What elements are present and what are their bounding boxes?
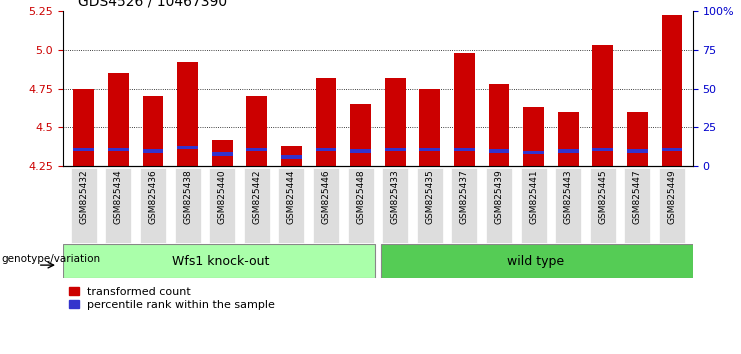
Text: GSM825434: GSM825434 bbox=[114, 170, 123, 224]
Bar bbox=[627, 112, 648, 166]
FancyBboxPatch shape bbox=[521, 168, 547, 243]
Bar bbox=[212, 152, 233, 156]
Bar bbox=[488, 84, 509, 166]
Text: genotype/variation: genotype/variation bbox=[1, 255, 100, 264]
Bar bbox=[523, 107, 544, 166]
Text: GSM825448: GSM825448 bbox=[356, 170, 365, 224]
Text: GSM825435: GSM825435 bbox=[425, 170, 434, 224]
Bar bbox=[212, 140, 233, 166]
Bar bbox=[73, 148, 94, 151]
Text: GSM825443: GSM825443 bbox=[564, 170, 573, 224]
FancyBboxPatch shape bbox=[279, 168, 305, 243]
Text: GDS4526 / 10467390: GDS4526 / 10467390 bbox=[78, 0, 227, 9]
Legend: transformed count, percentile rank within the sample: transformed count, percentile rank withi… bbox=[68, 287, 276, 310]
FancyBboxPatch shape bbox=[417, 168, 443, 243]
Bar bbox=[523, 151, 544, 154]
Bar bbox=[142, 149, 163, 153]
Text: GSM825442: GSM825442 bbox=[252, 170, 262, 224]
Text: GSM825439: GSM825439 bbox=[494, 170, 504, 224]
Bar bbox=[108, 73, 129, 166]
FancyBboxPatch shape bbox=[625, 168, 651, 243]
Text: GSM825447: GSM825447 bbox=[633, 170, 642, 224]
Bar bbox=[662, 148, 682, 151]
Text: GSM825437: GSM825437 bbox=[460, 170, 469, 224]
Bar bbox=[350, 149, 371, 153]
Bar bbox=[627, 149, 648, 153]
FancyBboxPatch shape bbox=[486, 168, 512, 243]
FancyBboxPatch shape bbox=[71, 168, 97, 243]
Text: GSM825440: GSM825440 bbox=[218, 170, 227, 224]
FancyBboxPatch shape bbox=[175, 168, 201, 243]
Bar bbox=[558, 149, 579, 153]
Bar bbox=[281, 146, 302, 166]
Text: GSM825444: GSM825444 bbox=[287, 170, 296, 224]
Text: GSM825446: GSM825446 bbox=[322, 170, 330, 224]
Bar bbox=[454, 148, 475, 151]
FancyBboxPatch shape bbox=[659, 168, 685, 243]
Text: wild type: wild type bbox=[507, 255, 564, 268]
Text: GSM825441: GSM825441 bbox=[529, 170, 538, 224]
Bar bbox=[73, 88, 94, 166]
FancyBboxPatch shape bbox=[381, 244, 693, 278]
Bar bbox=[316, 78, 336, 166]
FancyBboxPatch shape bbox=[348, 168, 373, 243]
Bar bbox=[419, 88, 440, 166]
Bar bbox=[454, 53, 475, 166]
FancyBboxPatch shape bbox=[105, 168, 131, 243]
Bar bbox=[385, 148, 405, 151]
Text: GSM825433: GSM825433 bbox=[391, 170, 399, 224]
Text: GSM825445: GSM825445 bbox=[598, 170, 608, 224]
Text: GSM825436: GSM825436 bbox=[148, 170, 158, 224]
FancyBboxPatch shape bbox=[451, 168, 477, 243]
FancyBboxPatch shape bbox=[244, 168, 270, 243]
FancyBboxPatch shape bbox=[140, 168, 166, 243]
FancyBboxPatch shape bbox=[382, 168, 408, 243]
Bar bbox=[593, 148, 614, 151]
Bar bbox=[142, 96, 163, 166]
Bar bbox=[247, 148, 268, 151]
Bar bbox=[593, 45, 614, 166]
FancyBboxPatch shape bbox=[555, 168, 581, 243]
Bar bbox=[108, 148, 129, 151]
Bar bbox=[281, 155, 302, 159]
Bar bbox=[662, 15, 682, 166]
Text: GSM825438: GSM825438 bbox=[183, 170, 192, 224]
Bar bbox=[177, 146, 198, 149]
Bar bbox=[350, 104, 371, 166]
FancyBboxPatch shape bbox=[63, 244, 375, 278]
Bar bbox=[385, 78, 405, 166]
Bar bbox=[247, 96, 268, 166]
Bar bbox=[316, 148, 336, 151]
Bar bbox=[488, 149, 509, 153]
Bar bbox=[419, 148, 440, 151]
FancyBboxPatch shape bbox=[313, 168, 339, 243]
Text: Wfs1 knock-out: Wfs1 knock-out bbox=[172, 255, 269, 268]
Text: GSM825432: GSM825432 bbox=[79, 170, 88, 224]
FancyBboxPatch shape bbox=[209, 168, 235, 243]
Bar bbox=[558, 112, 579, 166]
Text: GSM825449: GSM825449 bbox=[668, 170, 677, 224]
FancyBboxPatch shape bbox=[590, 168, 616, 243]
Bar bbox=[177, 62, 198, 166]
